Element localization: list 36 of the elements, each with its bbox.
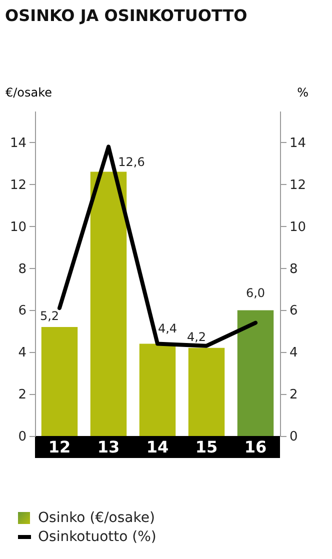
y2-tick-label: 12 (290, 178, 306, 193)
y2-tick-label: 6 (290, 304, 298, 319)
data-label: 5,2 (40, 308, 60, 323)
y2-axis-title: % (297, 86, 308, 100)
y2-tick-label: 0 (290, 430, 298, 444)
x-tick-label: 16 (244, 438, 267, 456)
bar (188, 348, 225, 436)
y2-tick-label: 14 (290, 136, 306, 151)
data-label: 4,2 (186, 330, 206, 344)
x-tick-label: 15 (195, 438, 218, 456)
data-label: 6,0 (246, 286, 266, 300)
y-tick-label: 14 (10, 136, 26, 151)
y-tick-label: 8 (18, 262, 26, 277)
x-tick-label: 14 (146, 438, 169, 456)
legend-label: Osinkotuotto (%) (38, 528, 156, 544)
y-tick-label: 2 (18, 388, 26, 403)
y-tick-label: 12 (10, 178, 26, 193)
y2-tick-label: 8 (290, 262, 298, 277)
y2-tick-label: 10 (290, 220, 306, 235)
y-tick-label: 4 (18, 346, 26, 361)
bar (90, 172, 127, 436)
x-tick-label: 13 (97, 438, 120, 456)
x-tick-label: 12 (48, 438, 71, 456)
bar (41, 326, 78, 436)
chart-title: OSINKO JA OSINKOTUOTTO (5, 6, 248, 25)
bar (139, 344, 176, 436)
y-tick-label: 6 (18, 304, 26, 319)
y-tick-label: 10 (10, 220, 26, 235)
y-axis-title: €/osake (6, 86, 52, 100)
y2-tick-label: 2 (290, 388, 298, 403)
y-tick-label: 0 (18, 430, 26, 444)
y2-tick-label: 4 (290, 346, 298, 361)
bar (237, 310, 274, 436)
data-label: 4,4 (158, 322, 178, 336)
legend-label: Osinko (€/osake) (38, 510, 155, 526)
data-label: 12,6 (118, 154, 145, 169)
